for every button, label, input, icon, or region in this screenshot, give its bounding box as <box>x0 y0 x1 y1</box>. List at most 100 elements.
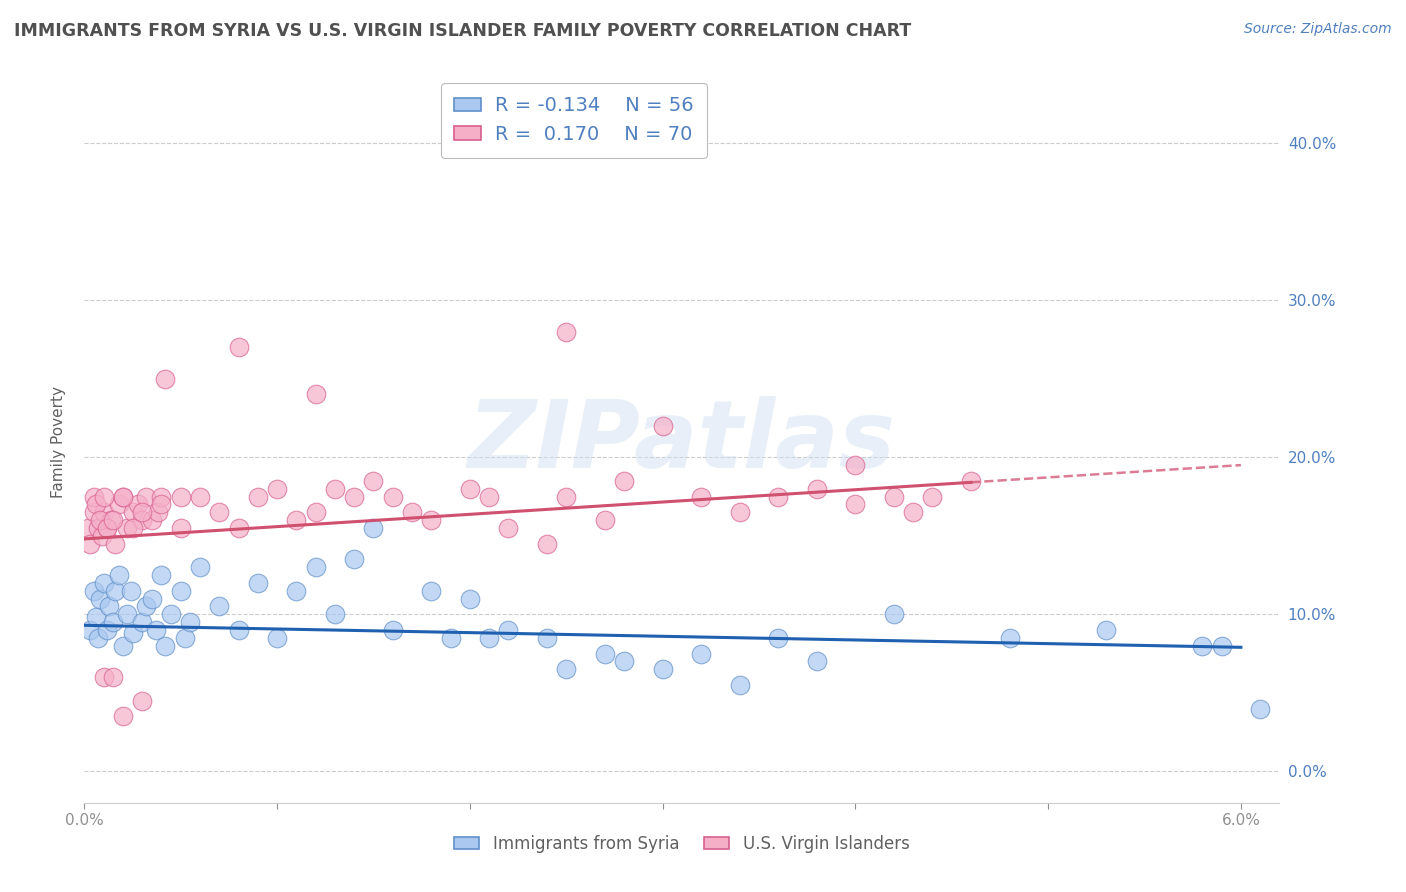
Point <box>363 474 385 488</box>
Point <box>98 599 121 614</box>
Point <box>343 552 366 566</box>
Point <box>96 521 118 535</box>
Point <box>555 325 578 339</box>
Point <box>883 607 905 622</box>
Point <box>439 631 461 645</box>
Point <box>844 458 866 472</box>
Point <box>458 482 481 496</box>
Point <box>228 623 250 637</box>
Point <box>806 482 828 496</box>
Point <box>83 505 105 519</box>
Point <box>103 615 125 630</box>
Point <box>401 505 423 519</box>
Point <box>478 490 501 504</box>
Point <box>111 639 134 653</box>
Point <box>155 639 177 653</box>
Point <box>208 599 231 614</box>
Point <box>323 607 346 622</box>
Point <box>266 482 288 496</box>
Point <box>170 583 193 598</box>
Point <box>84 497 107 511</box>
Point <box>844 497 866 511</box>
Point <box>89 591 111 606</box>
Point <box>613 655 636 669</box>
Point <box>305 505 328 519</box>
Point <box>131 694 153 708</box>
Point <box>93 490 115 504</box>
Point <box>593 513 616 527</box>
Point <box>690 490 713 504</box>
Point <box>141 591 163 606</box>
Point <box>1191 639 1213 653</box>
Point <box>1249 701 1271 715</box>
Point <box>381 490 404 504</box>
Point <box>228 521 250 535</box>
Point <box>420 513 443 527</box>
Point <box>690 647 713 661</box>
Point <box>104 536 127 550</box>
Point <box>121 521 143 535</box>
Point <box>111 709 134 723</box>
Point <box>228 340 250 354</box>
Y-axis label: Family Poverty: Family Poverty <box>51 385 66 498</box>
Point <box>1211 639 1233 653</box>
Point <box>93 575 115 590</box>
Point <box>104 583 127 598</box>
Point <box>420 583 443 598</box>
Point <box>121 626 143 640</box>
Point <box>806 655 828 669</box>
Point <box>93 670 115 684</box>
Point <box>285 583 308 598</box>
Point <box>111 490 134 504</box>
Point <box>135 599 157 614</box>
Point <box>115 521 138 535</box>
Point <box>188 560 211 574</box>
Point <box>79 623 101 637</box>
Point <box>555 662 578 676</box>
Point <box>555 490 578 504</box>
Point <box>83 490 105 504</box>
Point <box>111 490 134 504</box>
Point <box>921 490 943 504</box>
Point <box>146 505 169 519</box>
Point <box>173 631 195 645</box>
Point <box>323 482 346 496</box>
Point <box>96 623 118 637</box>
Point <box>79 536 101 550</box>
Point <box>121 505 143 519</box>
Point <box>728 505 751 519</box>
Point <box>108 497 131 511</box>
Point <box>188 490 211 504</box>
Point <box>103 670 125 684</box>
Point <box>498 521 520 535</box>
Point <box>613 474 636 488</box>
Point <box>478 631 501 645</box>
Point <box>90 529 112 543</box>
Point <box>96 521 118 535</box>
Point <box>83 583 105 598</box>
Point <box>728 678 751 692</box>
Point <box>135 490 157 504</box>
Point <box>343 490 366 504</box>
Point <box>77 521 100 535</box>
Legend: Immigrants from Syria, U.S. Virgin Islanders: Immigrants from Syria, U.S. Virgin Islan… <box>447 828 917 860</box>
Point <box>87 631 110 645</box>
Point <box>246 575 269 590</box>
Point <box>115 607 138 622</box>
Point <box>150 490 173 504</box>
Point <box>883 490 905 504</box>
Text: ZIPatlas: ZIPatlas <box>468 395 896 488</box>
Point <box>536 631 558 645</box>
Point <box>266 631 288 645</box>
Point <box>285 513 308 527</box>
Point <box>145 623 167 637</box>
Point <box>120 583 142 598</box>
Point <box>208 505 231 519</box>
Point <box>593 647 616 661</box>
Point <box>768 490 790 504</box>
Point <box>160 607 183 622</box>
Point <box>87 521 110 535</box>
Point <box>150 568 173 582</box>
Point <box>131 615 153 630</box>
Point <box>498 623 520 637</box>
